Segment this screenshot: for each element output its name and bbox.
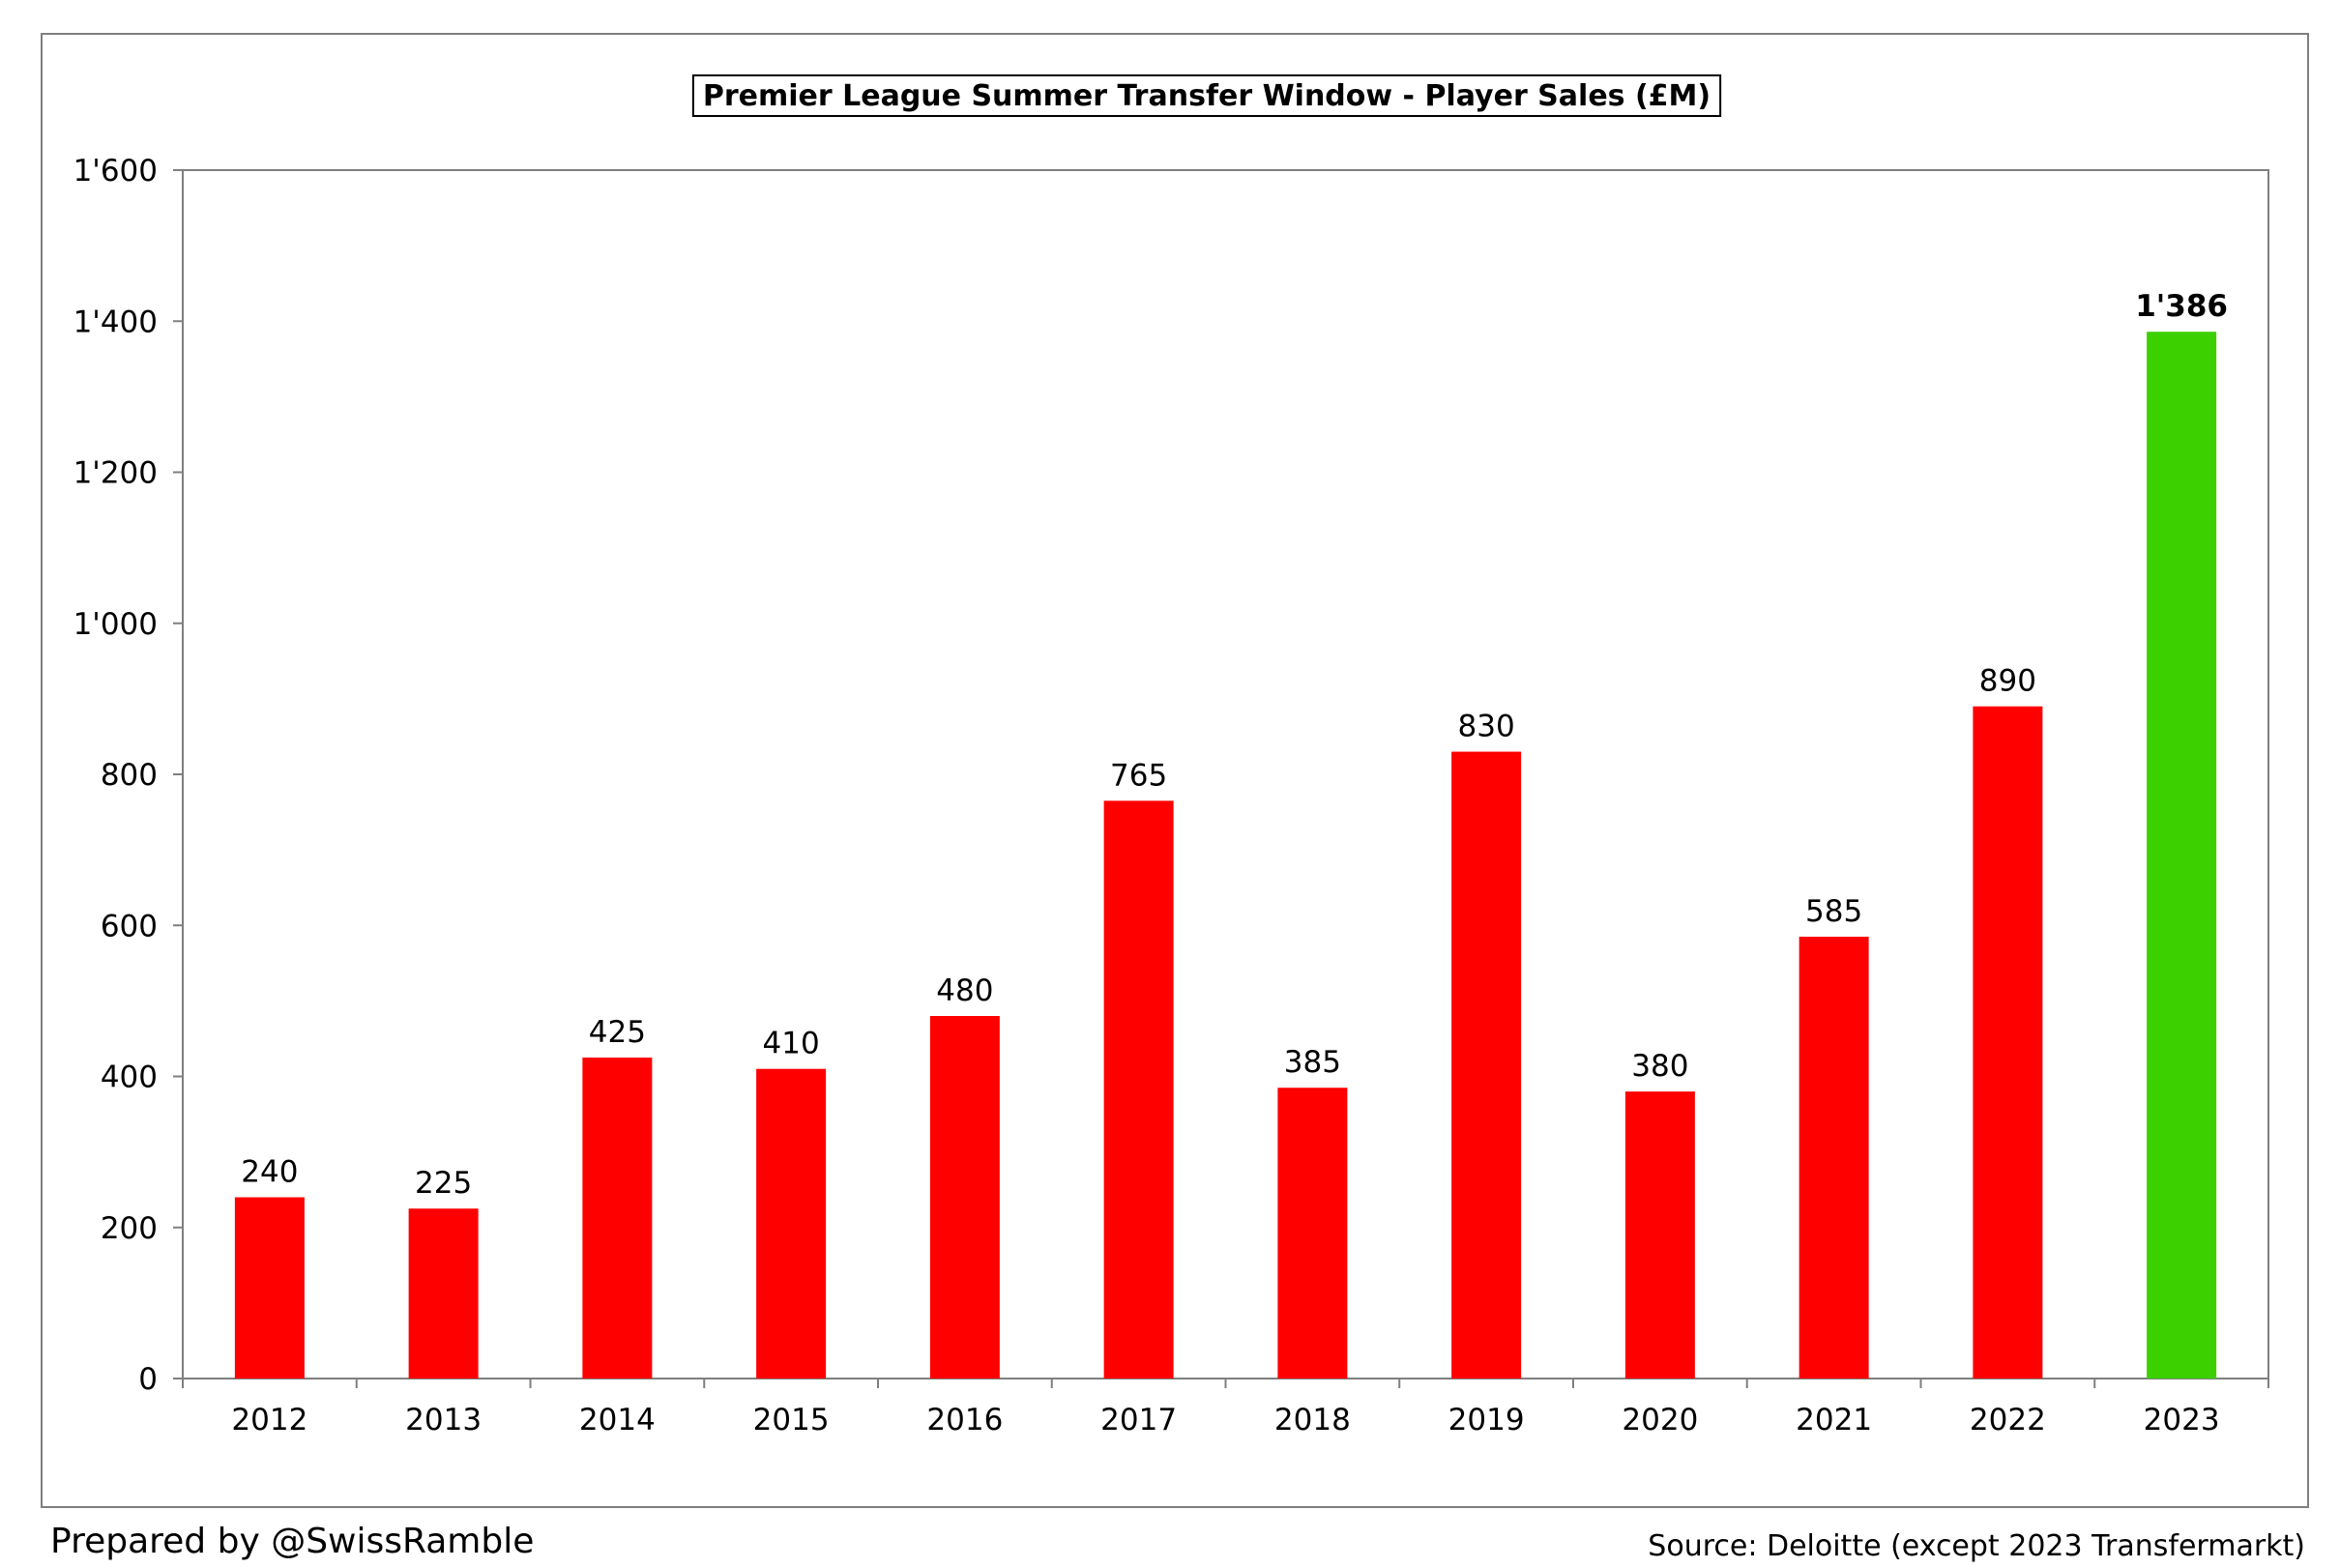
data-label-2019: 830	[1458, 710, 1515, 744]
data-label-2012: 240	[241, 1155, 298, 1190]
bar-2014	[582, 1057, 653, 1379]
data-label-2016: 480	[936, 973, 993, 1008]
chart-title-box: Premier League Summer Transfer Window - …	[691, 74, 1722, 117]
bar-2022	[1973, 706, 2043, 1379]
bar-2012	[234, 1197, 305, 1379]
y-tick-label: 600	[101, 909, 158, 944]
bar-2016	[929, 1016, 1000, 1379]
bar-2023	[2147, 332, 2217, 1379]
y-tick-label: 1'200	[73, 456, 158, 491]
y-axis: 0 200 400 600 800 1'000 1'200 1'400 1'600	[73, 154, 183, 1397]
x-tick-label: 2022	[1970, 1403, 2046, 1437]
x-tick-label: 2019	[1448, 1403, 1525, 1437]
x-tick-label: 2017	[1100, 1403, 1177, 1437]
y-tick-label: 800	[101, 758, 158, 793]
data-label-2022: 890	[1979, 664, 2036, 699]
bar-2018	[1277, 1088, 1348, 1379]
x-tick-label: 2012	[231, 1403, 307, 1437]
data-label-2017: 765	[1110, 758, 1167, 793]
x-tick-label: 2021	[1796, 1403, 1872, 1437]
plot-area	[182, 169, 2269, 1379]
chart-frame	[41, 33, 2309, 1508]
bar-2020	[1624, 1091, 1695, 1379]
data-label-2020: 380	[1631, 1049, 1688, 1084]
y-tick-label: 200	[101, 1211, 158, 1246]
bar-2017	[1103, 800, 1174, 1379]
x-tick-label: 2023	[2144, 1403, 2220, 1437]
data-label-2023: 1'386	[2135, 289, 2228, 324]
data-label-2018: 385	[1284, 1045, 1341, 1080]
data-label-2015: 410	[763, 1027, 820, 1061]
y-tick-label: 1'000	[73, 607, 158, 642]
y-tick-label: 1'600	[73, 154, 158, 189]
data-label-2021: 585	[1805, 894, 1862, 929]
x-tick-label: 2018	[1274, 1403, 1351, 1437]
y-tick-label: 1'400	[73, 305, 158, 339]
x-tick-label: 2020	[1622, 1403, 1698, 1437]
source-note: Source: Deloitte (except 2023 Transferma…	[1648, 1529, 2305, 1563]
prepared-by-credit: Prepared by @SwissRamble	[50, 1522, 535, 1561]
bar-series	[234, 332, 2217, 1379]
x-axis: 2012 2013 2014 2015 2016 2017 2018 2019 2020 2021…	[182, 1379, 2269, 1437]
x-tick-label: 2016	[926, 1403, 1003, 1437]
data-label-2014: 425	[589, 1015, 646, 1050]
x-tick-label: 2014	[579, 1403, 656, 1437]
bar-2021	[1799, 936, 1869, 1379]
data-labels: 240 225 425 410 480 765 385 830 380 585 890 1'386	[241, 289, 2228, 1201]
y-tick-label: 0	[138, 1362, 158, 1397]
y-tick-label: 400	[101, 1060, 158, 1095]
bar-2015	[756, 1068, 827, 1379]
x-tick-label: 2015	[753, 1403, 830, 1437]
x-tick-label: 2013	[405, 1403, 482, 1437]
bar-2019	[1451, 751, 1522, 1379]
chart-title: Premier League Summer Transfer Window - …	[703, 79, 1711, 113]
bar-2013	[408, 1208, 479, 1379]
data-label-2013: 225	[415, 1166, 472, 1201]
